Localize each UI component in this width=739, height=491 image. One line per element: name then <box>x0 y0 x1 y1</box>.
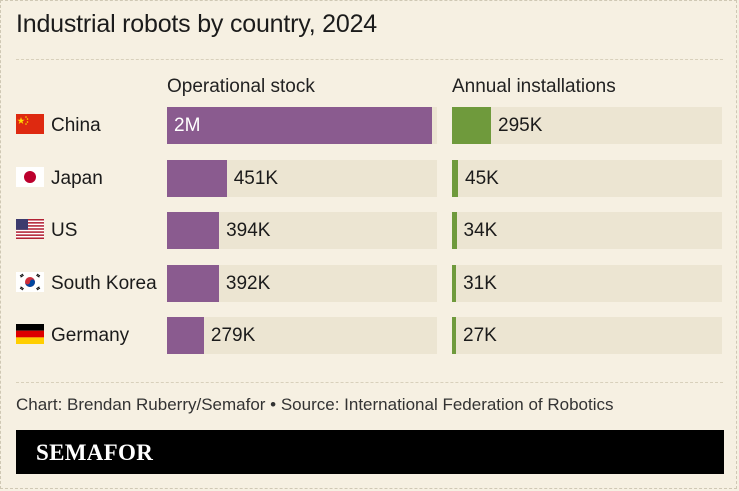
installations-bar <box>452 264 457 302</box>
country-label: Germany <box>51 325 130 346</box>
installations-bar <box>452 159 458 197</box>
country-label: China <box>51 115 101 136</box>
stock-value-label: 451K <box>233 167 279 189</box>
stock-value-label: 2M <box>174 115 201 136</box>
installations-track: 45K <box>452 159 722 197</box>
row-germany: Germany 279K 27K <box>0 317 739 355</box>
installations-bar <box>452 107 491 144</box>
top-divider <box>16 59 723 60</box>
installations-bar <box>452 212 457 249</box>
column-header-installations: Annual installations <box>452 76 616 97</box>
stock-value-label: 392K <box>225 272 271 294</box>
bottom-divider <box>16 382 723 383</box>
installations-value-label: 31K <box>463 272 497 294</box>
row-us: US 394K 34K <box>0 212 739 250</box>
installations-track: 34K <box>452 212 722 249</box>
stock-track: 394K <box>167 212 437 249</box>
column-header-stock: Operational stock <box>167 76 315 97</box>
stock-track: 2M <box>167 107 437 144</box>
stock-track: 392K <box>167 264 437 302</box>
stock-bar <box>167 159 227 197</box>
germany-flag-icon <box>16 324 44 344</box>
china-flag-icon <box>16 114 44 134</box>
stock-track: 279K <box>167 317 437 354</box>
row-south-korea: South Korea 392K 31K <box>0 264 739 303</box>
us-flag-icon <box>16 219 44 239</box>
installations-value-label: 27K <box>463 325 497 346</box>
installations-track: 27K <box>452 317 722 354</box>
stock-track: 451K <box>167 159 437 197</box>
installations-track: 31K <box>452 264 722 302</box>
stock-bar <box>167 107 432 144</box>
installations-value-label: 45K <box>465 167 499 189</box>
semafor-logo: SEMAFOR <box>36 440 154 465</box>
stock-bar <box>167 212 220 249</box>
stock-bar <box>167 317 204 354</box>
country-label: US <box>51 220 78 241</box>
stock-bar <box>167 264 219 302</box>
brand-bar: SEMAFOR <box>16 430 724 474</box>
installations-value-label: 34K <box>463 220 498 241</box>
stock-value-label: 394K <box>226 220 271 241</box>
japan-flag-icon <box>16 166 44 187</box>
chart-credit: Chart: Brendan Ruberry/Semafor • Source:… <box>16 395 614 414</box>
stock-value-label: 279K <box>210 325 256 346</box>
installations-value-label: 295K <box>498 115 543 136</box>
country-label: South Korea <box>51 272 157 294</box>
installations-bar <box>452 317 456 354</box>
row-japan: Japan 451K 45K <box>0 159 739 198</box>
chart-title: Industrial robots by country, 2024 <box>16 10 377 38</box>
country-label: Japan <box>51 167 103 189</box>
installations-track: 295K <box>452 107 722 144</box>
south-korea-flag-icon <box>16 271 44 292</box>
row-china: China 2M 295K <box>0 107 739 145</box>
